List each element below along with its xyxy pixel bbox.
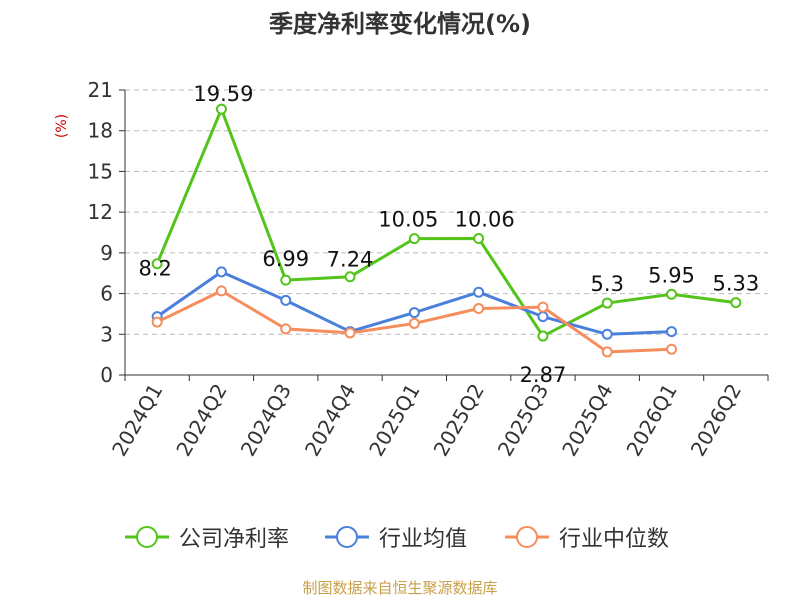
data-label: 7.24 bbox=[327, 248, 374, 272]
legend-marker bbox=[136, 526, 158, 548]
data-point bbox=[215, 285, 227, 297]
data-label: 2.87 bbox=[520, 363, 567, 387]
y-tick-label: 0 bbox=[100, 363, 113, 387]
data-point bbox=[473, 303, 485, 314]
data-point bbox=[151, 258, 163, 270]
data-point bbox=[151, 316, 163, 328]
series-line bbox=[155, 107, 737, 338]
series bbox=[151, 103, 742, 358]
x-tick-label: 2024Q1 bbox=[107, 380, 167, 461]
data-label: 5.95 bbox=[648, 263, 695, 287]
data-point bbox=[666, 288, 678, 300]
x-tick-label: 2026Q1 bbox=[621, 380, 681, 461]
y-tick-label: 9 bbox=[100, 241, 113, 265]
data-point bbox=[280, 294, 292, 306]
data-point bbox=[666, 343, 678, 355]
data-label: 10.05 bbox=[378, 208, 438, 232]
data-point bbox=[408, 233, 420, 245]
x-tick-label: 2024Q4 bbox=[300, 380, 360, 461]
data-point bbox=[408, 317, 420, 329]
data-point bbox=[601, 346, 613, 358]
data-point bbox=[344, 327, 356, 339]
data-label: 8.2 bbox=[138, 257, 171, 281]
legend-label: 公司净利率 bbox=[179, 527, 289, 552]
grid bbox=[125, 89, 768, 335]
data-label: 5.33 bbox=[712, 272, 759, 296]
data-label: 10.06 bbox=[455, 207, 515, 231]
x-tick-label: 2024Q3 bbox=[236, 380, 296, 461]
x-tick-label: 2025Q1 bbox=[364, 380, 424, 461]
data-point bbox=[280, 274, 292, 286]
x-tick-label: 2025Q4 bbox=[557, 380, 617, 461]
data-point bbox=[215, 103, 227, 115]
data-point bbox=[473, 286, 485, 298]
legend[interactable]: 公司净利率 行业均值 行业中位数 bbox=[125, 526, 669, 552]
x-tick-label: 2025Q2 bbox=[429, 380, 489, 461]
data-point bbox=[537, 301, 549, 313]
x-tick-label: 2026Q2 bbox=[686, 380, 746, 461]
y-tick-label: 3 bbox=[100, 322, 113, 346]
data-label: 19.59 bbox=[193, 82, 253, 106]
x-tick-label: 2024Q2 bbox=[171, 380, 231, 461]
data-point bbox=[537, 311, 549, 323]
legend-item[interactable]: 行业中位数 bbox=[505, 526, 669, 552]
data-point bbox=[344, 271, 356, 283]
legend-item[interactable]: 公司净利率 bbox=[125, 526, 289, 552]
legend-label: 行业中位数 bbox=[559, 527, 669, 552]
y-tick-label: 21 bbox=[88, 78, 113, 102]
legend-marker bbox=[516, 526, 538, 548]
data-point bbox=[473, 232, 485, 244]
data-point bbox=[601, 328, 613, 340]
data-label: 6.99 bbox=[262, 247, 309, 271]
data-point bbox=[215, 266, 227, 278]
legend-label: 行业均值 bbox=[379, 527, 467, 552]
y-tick-label: 12 bbox=[88, 200, 113, 224]
data-point bbox=[280, 323, 292, 335]
data-point bbox=[666, 326, 678, 338]
legend-marker bbox=[336, 526, 358, 548]
data-point bbox=[537, 330, 549, 342]
legend-item[interactable]: 行业均值 bbox=[325, 526, 467, 552]
data-point bbox=[601, 297, 613, 309]
y-tick-label: 6 bbox=[100, 282, 113, 306]
y-axis-label: (%) bbox=[54, 114, 70, 138]
data-label: 5.3 bbox=[591, 272, 624, 296]
data-point bbox=[730, 297, 742, 309]
y-tick-label: 18 bbox=[88, 119, 113, 143]
data-point bbox=[408, 307, 420, 319]
x-tick-label: 2025Q3 bbox=[493, 380, 553, 461]
chart-title: 季度净利率变化情况(%) bbox=[269, 10, 531, 38]
y-tick-label: 15 bbox=[88, 159, 113, 183]
source-note: 制图数据来自恒生聚源数据库 bbox=[302, 579, 497, 597]
